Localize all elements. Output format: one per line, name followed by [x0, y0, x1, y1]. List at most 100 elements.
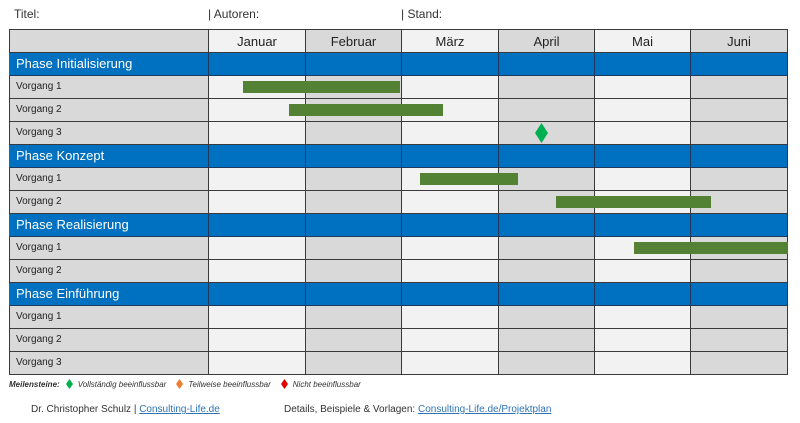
month-cell	[306, 306, 402, 329]
month-cell	[402, 145, 499, 168]
task-label: Vorgang 2	[9, 191, 209, 214]
phase-row: Phase Realisierung	[9, 214, 788, 237]
month-cell	[595, 99, 691, 122]
phase-label: Phase Initialisierung	[9, 53, 209, 76]
month-cell	[306, 283, 402, 306]
task-row: Vorgang 2	[9, 329, 788, 352]
legend-item-full: Vollständig beeinflussbar	[65, 379, 166, 389]
month-cell	[209, 260, 306, 283]
task-row: Vorgang 1	[9, 168, 788, 191]
month-cell	[499, 329, 595, 352]
month-cell	[209, 214, 306, 237]
task-bar[interactable]	[556, 196, 711, 208]
month-cell	[306, 237, 402, 260]
month-cell	[499, 352, 595, 375]
month-cell	[595, 122, 691, 145]
phase-label: Phase Realisierung	[9, 214, 209, 237]
phase-label: Phase Einführung	[9, 283, 209, 306]
month-cell	[209, 352, 306, 375]
gantt-table: Januar Februar März April Mai Juni Phase Initi…	[9, 29, 788, 375]
month-header-4: Mai	[595, 29, 691, 53]
month-cell	[209, 53, 306, 76]
month-cell	[402, 283, 499, 306]
month-cell	[306, 191, 402, 214]
author-link[interactable]: Consulting-Life.de	[139, 404, 220, 415]
month-cell	[499, 168, 595, 191]
month-cell	[691, 191, 788, 214]
month-cell	[595, 168, 691, 191]
month-cell	[499, 145, 595, 168]
month-header-0: Januar	[209, 29, 306, 53]
month-cell	[209, 283, 306, 306]
month-cell	[595, 352, 691, 375]
phase-row: Phase Konzept	[9, 145, 788, 168]
month-cell	[209, 168, 306, 191]
month-header-row: Januar Februar März April Mai Juni	[9, 29, 788, 53]
month-cell	[499, 306, 595, 329]
task-label: Vorgang 1	[9, 168, 209, 191]
month-cell	[499, 53, 595, 76]
legend-item-none: Nicht beeinflussbar	[280, 379, 361, 389]
month-cell	[691, 352, 788, 375]
task-label: Vorgang 2	[9, 260, 209, 283]
title-label: Titel:	[14, 7, 40, 21]
footer-author: Dr. Christopher Schulz | Consulting-Life…	[31, 404, 220, 415]
footer-details: Details, Beispiele & Vorlagen: Consultin…	[284, 404, 552, 415]
month-cell	[209, 329, 306, 352]
status-label: | Stand:	[401, 7, 443, 21]
month-cell	[306, 214, 402, 237]
month-cell	[691, 306, 788, 329]
task-label: Vorgang 1	[9, 306, 209, 329]
task-label: Vorgang 2	[9, 99, 209, 122]
milestone-legend: Meilensteine: Vollständig beeinflussbar …	[9, 379, 371, 389]
month-cell	[691, 76, 788, 99]
legend-item-partial: Teilweise beeinflussbar	[176, 379, 271, 389]
month-cell	[499, 99, 595, 122]
month-cell	[595, 306, 691, 329]
month-cell	[402, 260, 499, 283]
month-cell	[402, 329, 499, 352]
month-cell	[402, 306, 499, 329]
milestone-diamond-icon[interactable]	[535, 123, 549, 143]
month-cell	[499, 76, 595, 99]
month-cell	[402, 53, 499, 76]
month-cell	[306, 122, 402, 145]
diamond-red-icon	[280, 379, 288, 389]
month-cell	[691, 260, 788, 283]
phase-row: Phase Einführung	[9, 283, 788, 306]
task-label: Vorgang 1	[9, 237, 209, 260]
task-row: Vorgang 3	[9, 122, 788, 145]
month-cell	[499, 283, 595, 306]
month-header-2: März	[402, 29, 499, 53]
month-cell	[209, 122, 306, 145]
task-bar[interactable]	[242, 81, 401, 93]
month-cell	[306, 145, 402, 168]
month-cell	[209, 145, 306, 168]
month-cell	[306, 352, 402, 375]
task-bar[interactable]	[420, 173, 518, 185]
month-cell	[499, 237, 595, 260]
month-header-5: Juni	[691, 29, 788, 53]
projektplan-link[interactable]: Consulting-Life.de/Projektplan	[417, 404, 552, 415]
month-cell	[691, 53, 788, 76]
month-cell	[595, 329, 691, 352]
month-cell	[595, 283, 691, 306]
phase-row: Phase Initialisierung	[9, 53, 788, 76]
month-cell	[595, 76, 691, 99]
diamond-orange-icon	[176, 379, 184, 389]
month-header-1: Februar	[306, 29, 402, 53]
task-bar[interactable]	[633, 242, 788, 254]
month-cell	[402, 122, 499, 145]
task-row: Vorgang 1	[9, 306, 788, 329]
month-cell	[209, 237, 306, 260]
diamond-green-icon	[65, 379, 73, 389]
month-cell	[691, 99, 788, 122]
month-cell	[499, 214, 595, 237]
month-header-3: April	[499, 29, 595, 53]
month-cell	[402, 191, 499, 214]
month-cell	[691, 214, 788, 237]
task-label: Vorgang 2	[9, 329, 209, 352]
task-bar[interactable]	[289, 104, 444, 116]
task-row: Vorgang 2	[9, 260, 788, 283]
month-cell	[402, 214, 499, 237]
